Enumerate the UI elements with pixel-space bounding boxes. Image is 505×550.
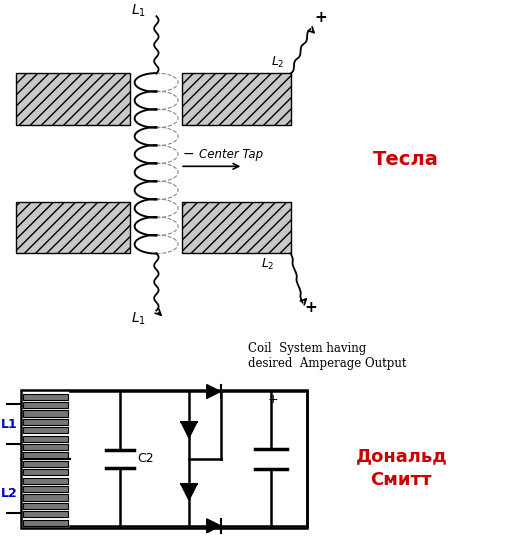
Text: Coil  System having
desired  Amperage Output: Coil System having desired Amperage Outp… [248, 342, 407, 370]
Polygon shape [181, 485, 197, 500]
Bar [23, 402, 69, 408]
Bar [23, 503, 69, 509]
Bar [23, 452, 69, 459]
Bar [23, 410, 69, 417]
Bar [23, 394, 69, 400]
Bar [23, 444, 69, 450]
Polygon shape [207, 384, 221, 398]
Text: Дональд
Смитт: Дональд Смитт [356, 448, 447, 490]
Bar [21, 389, 308, 528]
Bar [23, 461, 69, 467]
Text: $L_1$: $L_1$ [131, 310, 146, 327]
Text: L1: L1 [2, 417, 18, 431]
Bar [23, 469, 69, 475]
Bar [182, 202, 291, 253]
Text: $L_2$: $L_2$ [261, 257, 275, 272]
Text: C2: C2 [137, 452, 154, 465]
Text: $L_2$: $L_2$ [271, 54, 284, 70]
Text: L2: L2 [2, 487, 18, 500]
Text: Тесла: Тесла [373, 150, 439, 169]
Bar [16, 202, 130, 253]
Bar [23, 486, 69, 492]
Bar [16, 74, 130, 125]
Bar [23, 427, 69, 433]
Text: −: − [182, 146, 194, 161]
Bar [23, 419, 69, 425]
Text: $L_1$: $L_1$ [131, 2, 146, 19]
Bar [23, 494, 69, 500]
Bar [23, 436, 69, 442]
Text: +: + [314, 10, 327, 25]
Text: Center Tap: Center Tap [199, 148, 263, 161]
Bar [182, 74, 291, 125]
Bar [23, 520, 69, 526]
Bar [23, 477, 69, 484]
Text: +: + [304, 300, 317, 316]
Text: +: + [268, 393, 278, 406]
Polygon shape [181, 422, 197, 438]
Polygon shape [207, 519, 221, 533]
Bar [23, 511, 69, 518]
